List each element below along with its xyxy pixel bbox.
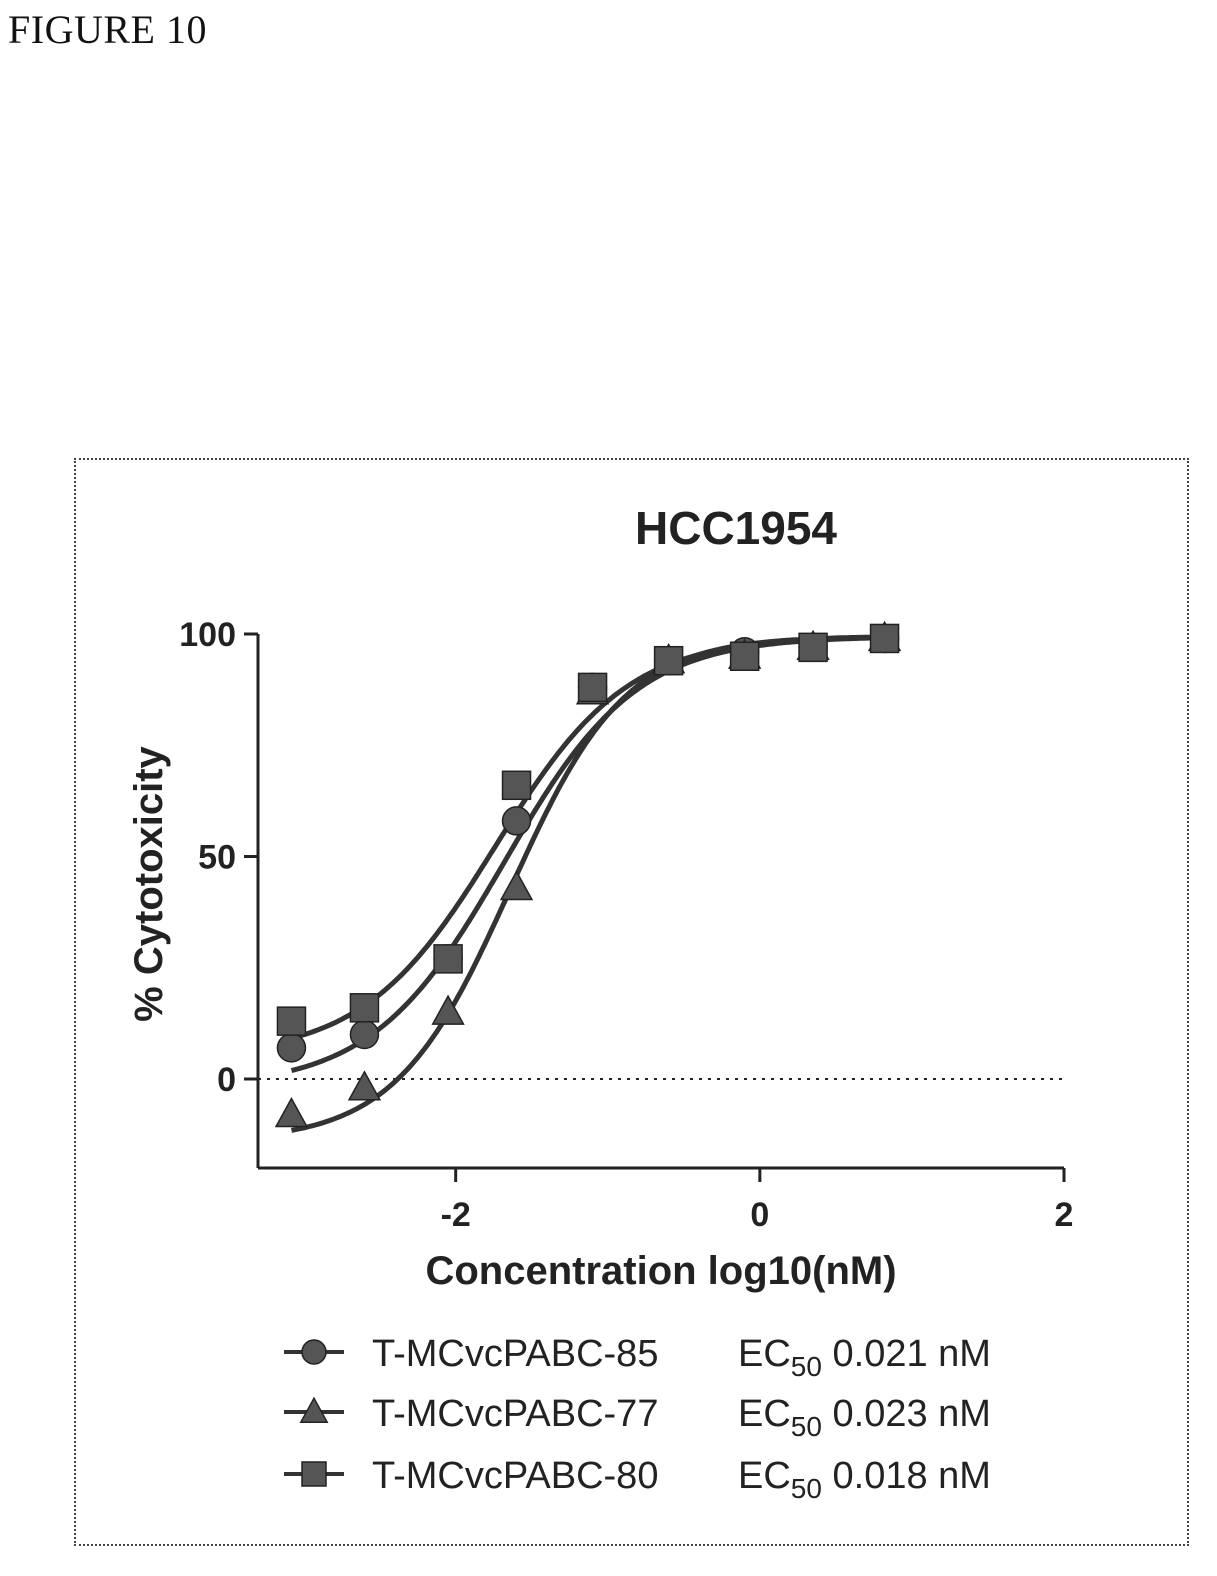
chart-title: HCC1954 [635,502,837,554]
legend-ec50-circle: EC50 0.021 nM [738,1333,991,1382]
point-square-4 [577,672,608,703]
point-square-1 [349,993,380,1023]
point-square-3 [501,770,532,801]
legend-label-square: T-MCvcPABC-80 [372,1455,658,1497]
point-triangle-0 [274,1096,309,1128]
point-triangle-3 [499,869,534,901]
point-square-7 [798,632,828,663]
fit-curve-triangle [290,634,885,1133]
point-circle-3 [501,806,532,836]
x-tick-label-2: 2 [1055,1196,1074,1234]
point-triangle-2 [431,994,465,1025]
y-tick-label-0: 0 [217,1061,236,1099]
legend-marker-triangle [299,1396,329,1423]
point-square-6 [729,641,760,671]
fit-curve-square [290,634,885,1041]
y-tick-label-100: 100 [179,616,236,654]
y-tick-label-50: 50 [198,839,236,877]
point-square-8 [869,623,900,654]
x-axis-label: Concentration log10(nM) [425,1249,896,1293]
legend-ec50-triangle: EC50 0.023 nM [738,1393,991,1442]
point-square-0 [276,1006,307,1036]
point-triangle-1 [347,1070,382,1101]
legend-ec50-square: EC50 0.018 nM [738,1455,991,1504]
x-tick-label--2: -2 [441,1196,471,1234]
legend-marker-square [301,1461,327,1487]
y-axis-label: % Cytotoxicity [127,745,171,1021]
point-circle-1 [349,1019,380,1050]
legend-label-circle: T-MCvcPABC-85 [372,1333,658,1375]
point-circle-0 [276,1033,307,1063]
point-square-2 [433,944,463,974]
point-square-5 [653,645,684,676]
figure-label: FIGURE 10 [8,7,207,52]
legend-label-triangle: T-MCvcPABC-77 [372,1393,658,1435]
legend-marker-circle [301,1339,327,1365]
x-tick-label-0: 0 [750,1196,769,1234]
chart-frame [74,458,1189,1546]
